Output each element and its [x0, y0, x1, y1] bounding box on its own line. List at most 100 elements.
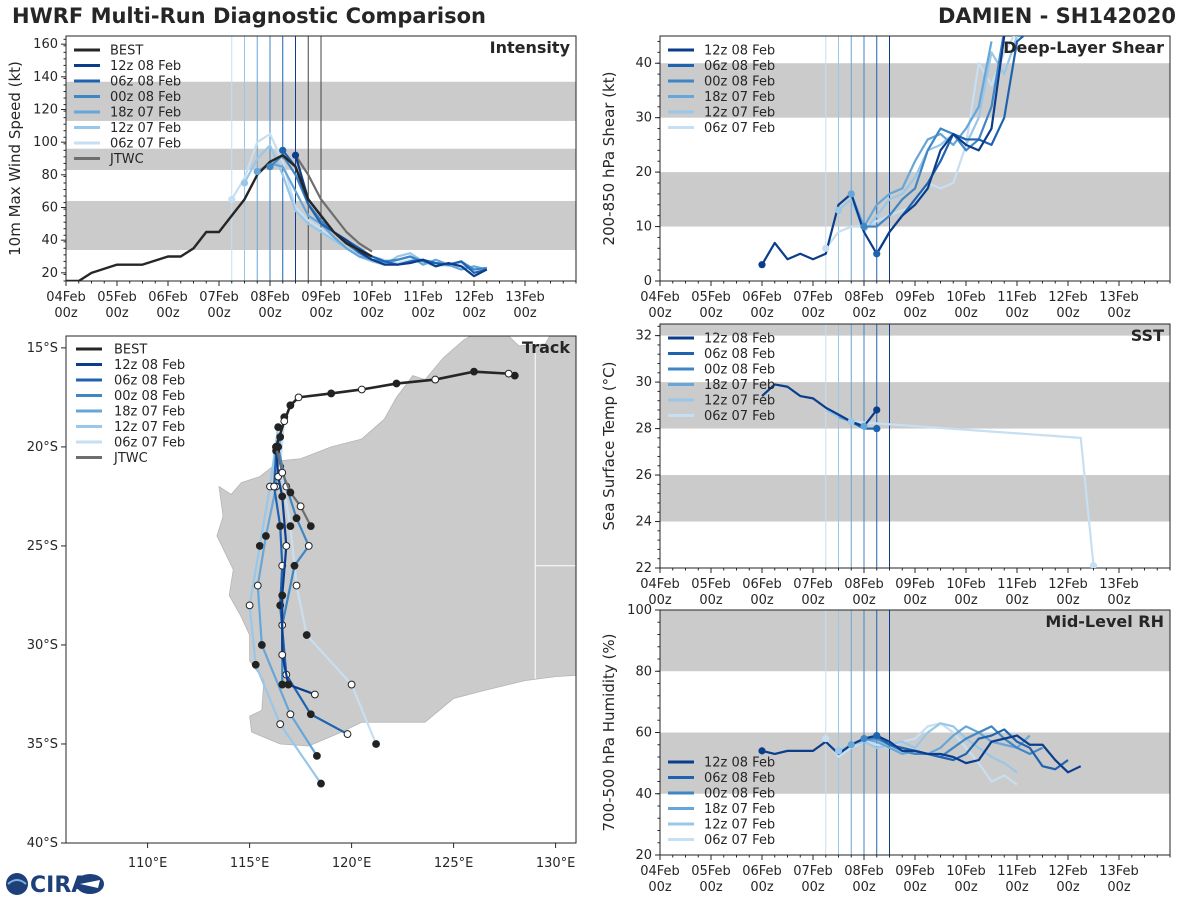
rh-xtick-label: 09Feb [895, 864, 935, 879]
rh-xtick-label: 08Feb [844, 864, 884, 879]
series-line [761, 734, 1082, 774]
shear-ytick-label: 30 [635, 111, 652, 126]
intensity-ytick-label: 140 [33, 70, 58, 85]
track-point [286, 488, 295, 497]
run-init-point [873, 424, 881, 433]
shear-ytick-label: 0 [644, 274, 652, 289]
shear-series-group [758, 36, 1026, 269]
intensity-series-group [66, 132, 488, 281]
legend-label: BEST [110, 44, 143, 59]
legend-label: 06z 08 Feb [114, 374, 185, 389]
rh-xtick-label: 06Feb [742, 864, 782, 879]
track-line [272, 450, 349, 736]
rh-xtick-label: 00z [1107, 880, 1131, 895]
legend-label: 12z 07 Feb [704, 394, 775, 409]
run-init-point [847, 418, 855, 426]
track-xtick-label: 130°E [536, 856, 576, 871]
rh-ylabel: 700-500 hPa Humidity (%) [600, 633, 618, 831]
intensity-ytick-label: 60 [41, 201, 58, 216]
track-point [392, 379, 401, 388]
legend-label: 06z 08 Feb [704, 59, 775, 74]
track-point [251, 660, 260, 669]
series-line [824, 722, 1018, 786]
legend-label: 12z 08 Feb [110, 59, 181, 74]
intensity-ytick-label: 80 [41, 168, 58, 183]
intensity-xtick-label: 08Feb [250, 290, 290, 305]
sst-panel: 22242628303204Feb00z05Feb00z06Feb00z07Fe… [600, 323, 1171, 608]
track-point [278, 650, 287, 659]
run-init-point [291, 151, 300, 159]
rh-xtick-label: 00z [648, 880, 672, 895]
shear-ytick-label: 10 [635, 220, 652, 235]
track-point [292, 581, 301, 590]
sst-xtick-label: 12Feb [1048, 577, 1088, 592]
sst-band [660, 475, 1170, 522]
legend-label: JTWC [113, 451, 148, 466]
sst-xtick-label: 13Feb [1099, 577, 1139, 592]
series-line [761, 36, 1006, 266]
sst-xtick-label: 06Feb [742, 577, 782, 592]
sst-band [660, 324, 1170, 336]
track-point [306, 710, 315, 719]
run-init-point [873, 406, 881, 414]
track-point [357, 385, 366, 394]
sst-ylabel: Sea Surface Temp (°C) [600, 361, 618, 530]
track-point [257, 641, 266, 649]
intensity-title: Intensity [490, 38, 571, 57]
track-point [313, 751, 321, 760]
series-line [850, 41, 993, 228]
shear-xtick-label: 06Feb [742, 290, 782, 305]
track-point [284, 680, 293, 689]
series-line [850, 725, 1031, 756]
track-point [272, 443, 281, 451]
sst-xtick-label: 04Feb [640, 577, 680, 592]
run-init-point [240, 179, 249, 187]
run-init-point [834, 206, 843, 214]
legend-label: 00z 08 Feb [110, 90, 181, 105]
track-point [270, 482, 278, 491]
shear-title: Deep-Layer Shear [1003, 38, 1164, 57]
rh-ytick-label: 20 [635, 848, 652, 863]
shear-ytick-label: 40 [635, 56, 652, 71]
track-point [343, 730, 352, 738]
sst-ytick-label: 26 [635, 468, 652, 483]
track-point [276, 522, 285, 531]
rh-title: Mid-Level RH [1045, 612, 1164, 631]
rh-band [660, 732, 1170, 794]
track-axes [65, 335, 577, 844]
intensity-xtick-label: 00z [105, 306, 129, 321]
rh-xtick-label: 12Feb [1048, 864, 1088, 879]
sst-ytick-label: 24 [635, 515, 652, 530]
legend-label: 00z 08 Feb [704, 787, 775, 802]
sst-xtick-label: 08Feb [844, 577, 884, 592]
track-point [286, 710, 295, 719]
rh-xtick-label: 04Feb [640, 864, 680, 879]
track-point [290, 561, 299, 570]
track-point [278, 492, 287, 501]
track-xtick-label: 125°E [434, 856, 474, 871]
sst-xtick-label: 00z [1005, 593, 1029, 608]
legend-label: 18z 07 Feb [110, 106, 181, 121]
run-init-point [758, 747, 766, 755]
sst-xtick-label: 11Feb [997, 577, 1037, 592]
sst-title: SST [1131, 326, 1164, 345]
legend-label: 12z 07 Feb [704, 818, 775, 833]
legend-label: 00z 08 Feb [704, 363, 775, 378]
legend-label: 00z 08 Feb [704, 75, 775, 90]
rh-xtick-label: 10Feb [946, 864, 986, 879]
series-line [761, 383, 878, 428]
intensity-ytick-label: 20 [41, 266, 58, 281]
series-line [864, 36, 1005, 228]
legend-label: 06z 08 Feb [704, 347, 775, 362]
legend-label: 18z 07 Feb [704, 802, 775, 817]
sst-xtick-label: 00z [903, 593, 927, 608]
australia-landmass [216, 336, 576, 747]
intensity-ytick-label: 160 [33, 37, 58, 52]
legend-label: 06z 07 Feb [704, 409, 775, 424]
sst-xtick-label: 00z [1056, 593, 1080, 608]
sst-xtick-label: 00z [648, 593, 672, 608]
sst-xtick-label: 00z [801, 593, 825, 608]
intensity-xtick-label: 00z [258, 306, 282, 321]
intensity-ylabel: 10m Max Wind Speed (kt) [6, 61, 24, 256]
